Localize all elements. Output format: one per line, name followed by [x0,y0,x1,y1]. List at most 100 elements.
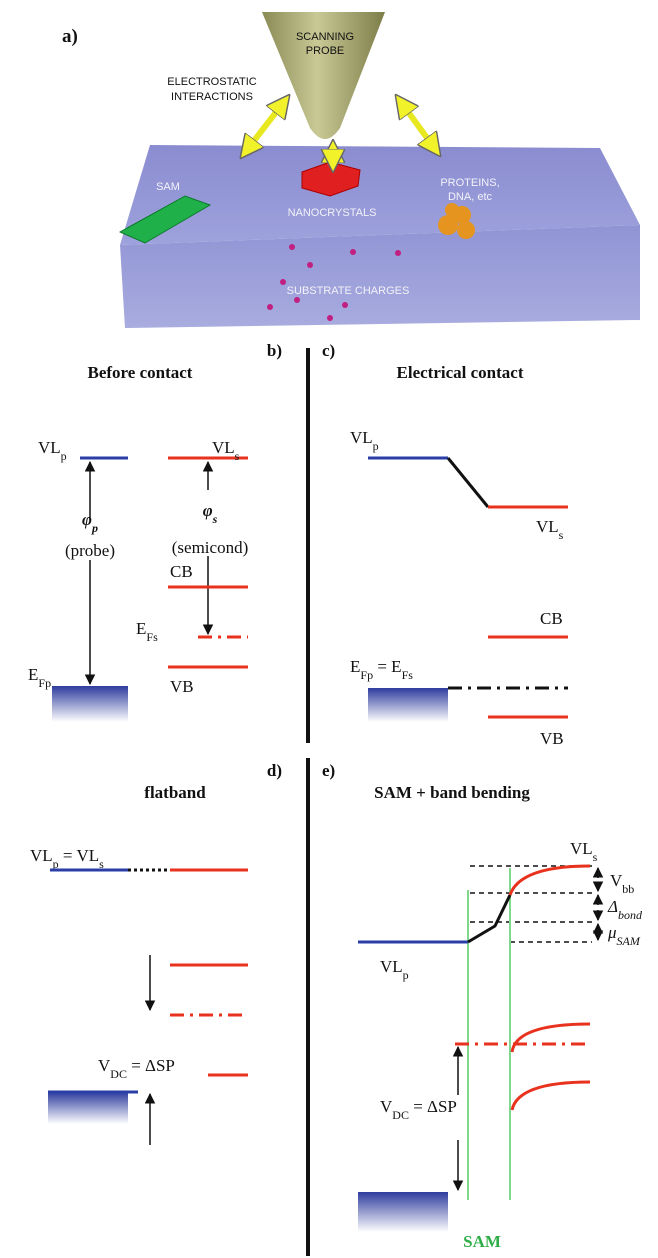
metal-block [52,686,128,722]
label: SAM [156,181,180,193]
level-line [446,457,490,508]
label-part: E [28,665,38,684]
label-part: VL [536,517,559,536]
panel-title: Electrical contact [397,363,524,382]
label: VDC = ΔSP [380,1097,457,1122]
metal-block [48,1092,128,1124]
label: φp [82,510,98,535]
label: φs [203,501,218,526]
label-part: bond [618,908,643,922]
panel-title: flatband [144,783,206,802]
panel-label: c) [322,341,335,360]
label: EFp [28,665,51,690]
label-part: VL [38,438,61,457]
label-part: = ΔSP [127,1056,175,1075]
label-line: INTERACTIONS [171,91,253,103]
label: CB [170,562,193,581]
label: (semicond) [172,538,248,557]
panel-label: e) [322,761,335,780]
label-line: DNA, etc [448,191,493,203]
label-part: Δ [607,897,618,916]
label: VLs [536,517,564,542]
label-part: s [235,449,240,463]
label-part: Fp [38,676,51,690]
label-part: E [136,619,146,638]
label: Δbond [607,897,643,922]
label-part: V [380,1097,393,1116]
label: VLp [38,438,67,463]
curve [510,1080,591,1111]
label: VLp = VLs [30,846,104,871]
label-part: VL [212,438,235,457]
label: NANOCRYSTALS [288,207,377,219]
interaction-arrows [243,98,438,168]
label-part: DC [392,1108,409,1122]
label-part: s [593,850,598,864]
sam-layer [118,195,212,244]
label: VDC = ΔSP [98,1056,175,1081]
label-part: φ [82,510,92,529]
substrate-front [120,225,640,328]
label-part: = ΔSP [409,1097,457,1116]
panel-label: b) [267,341,282,360]
proteins [438,203,475,239]
label: (probe) [65,541,115,560]
label-part: VL [350,428,373,447]
label: VLp [380,957,409,982]
label-part: V [610,871,623,890]
label-part: φ [203,501,213,520]
charges [267,244,401,321]
curve [508,864,591,896]
metal-block [368,688,448,722]
label-part: E [350,657,360,676]
label-part: DC [110,1067,127,1081]
label-part: bb [622,882,634,896]
panel-title: SAM + band bending [374,783,530,802]
label: CB [540,609,563,628]
label: μSAM [607,923,641,948]
label-line: ELECTROSTATIC [167,76,256,88]
label-part: s [559,528,564,542]
label: VLp [350,428,379,453]
metal-block [358,1192,448,1232]
label-part: s [99,857,104,871]
label-part: SAM [617,934,641,948]
label-part: p [91,521,98,535]
label-part: V [98,1056,111,1075]
label: VLs [570,839,598,864]
label: Vbb [610,871,634,896]
label-part: = VL [59,846,99,865]
label-line: SCANNING [296,31,354,43]
curve [467,894,512,944]
label-part: = E [373,657,401,676]
label: SUBSTRATE CHARGES [287,285,410,297]
panel-label: d) [267,761,282,780]
label: EFs [136,619,158,644]
panel-title: Before contact [88,363,193,382]
label-part: p [61,449,67,463]
label: EFp = EFs [350,657,413,682]
label-part: Fp [360,668,373,682]
label-part: Fs [146,630,158,644]
label-line: PROBE [306,45,345,57]
label-line: PROTEINS, [440,177,499,189]
label: VLs [212,438,240,463]
label-part: μ [607,923,617,942]
label-part: VL [30,846,53,865]
label-part: s [212,512,218,526]
label-part: p [373,439,379,453]
label-part: VL [570,839,593,858]
panel-a-scene [118,12,640,328]
label: VB [170,677,194,696]
label-part: VL [380,957,403,976]
substrate-top [120,145,640,245]
label-part: p [403,968,409,982]
panel-label: a) [62,26,78,47]
scanning-probe [262,12,385,139]
label-part: p [53,857,59,871]
label: SAM [463,1232,501,1251]
label-part: Fs [402,668,414,682]
label: VB [540,729,564,748]
curve [510,1022,591,1053]
